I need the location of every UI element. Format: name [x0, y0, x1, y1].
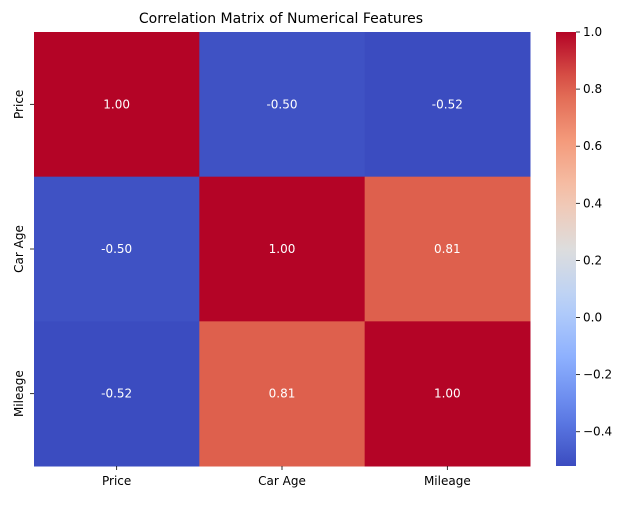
colorbar-tick-label: 0.0	[583, 311, 602, 325]
heatmap-cell	[34, 32, 200, 178]
x-axis: Price Car Age Mileage	[102, 466, 471, 488]
heatmap-cell	[199, 321, 366, 467]
heatmap-cell	[364, 176, 531, 322]
heatmap-cell	[34, 321, 200, 467]
heatmap-cell	[364, 321, 531, 467]
cell-value-label: -0.52	[432, 97, 463, 111]
colorbar-tick-label: 1.0	[583, 25, 602, 39]
x-tick-label: Mileage	[424, 474, 471, 488]
colorbar-gradient	[556, 32, 576, 466]
cell-value-label: -0.52	[101, 387, 132, 401]
cell-value-label: 1.00	[434, 387, 461, 401]
colorbar: −0.4 −0.2 0.0 0.2 0.4 0.6 0.8 1.0	[556, 25, 612, 466]
cell-value-label: 1.00	[103, 97, 130, 111]
heatmap-cell-labels: 1.00 -0.50 -0.52 -0.50 1.00 0.81 -0.52 0.81 1.00	[101, 97, 463, 400]
cell-value-label: 0.81	[269, 387, 296, 401]
chart-title: Correlation Matrix of Numerical Features	[139, 11, 423, 27]
heatmap-cell	[34, 176, 200, 322]
heatmap-cell	[364, 32, 531, 178]
colorbar-tick-label: 0.6	[583, 139, 602, 153]
colorbar-tick-label: 0.4	[583, 196, 602, 210]
colorbar-tick-label: 0.2	[583, 253, 602, 267]
colorbar-tick-label: −0.4	[583, 425, 612, 439]
heatmap-cell	[199, 32, 366, 178]
colorbar-tick-label: 0.8	[583, 82, 602, 96]
cell-value-label: -0.50	[101, 242, 132, 256]
y-tick-label: Price	[12, 90, 26, 119]
x-tick-label: Car Age	[258, 474, 306, 488]
cell-value-label: -0.50	[266, 97, 297, 111]
y-axis: Price Car Age Mileage	[12, 90, 34, 417]
x-tick-label: Price	[102, 474, 131, 488]
y-tick-label: Mileage	[12, 370, 26, 417]
heatmap-cells	[34, 32, 531, 467]
heatmap-cell	[199, 176, 366, 322]
cell-value-label: 1.00	[269, 242, 296, 256]
colorbar-tick-label: −0.2	[583, 368, 612, 382]
y-tick-label: Car Age	[12, 225, 26, 273]
cell-value-label: 0.81	[434, 242, 461, 256]
